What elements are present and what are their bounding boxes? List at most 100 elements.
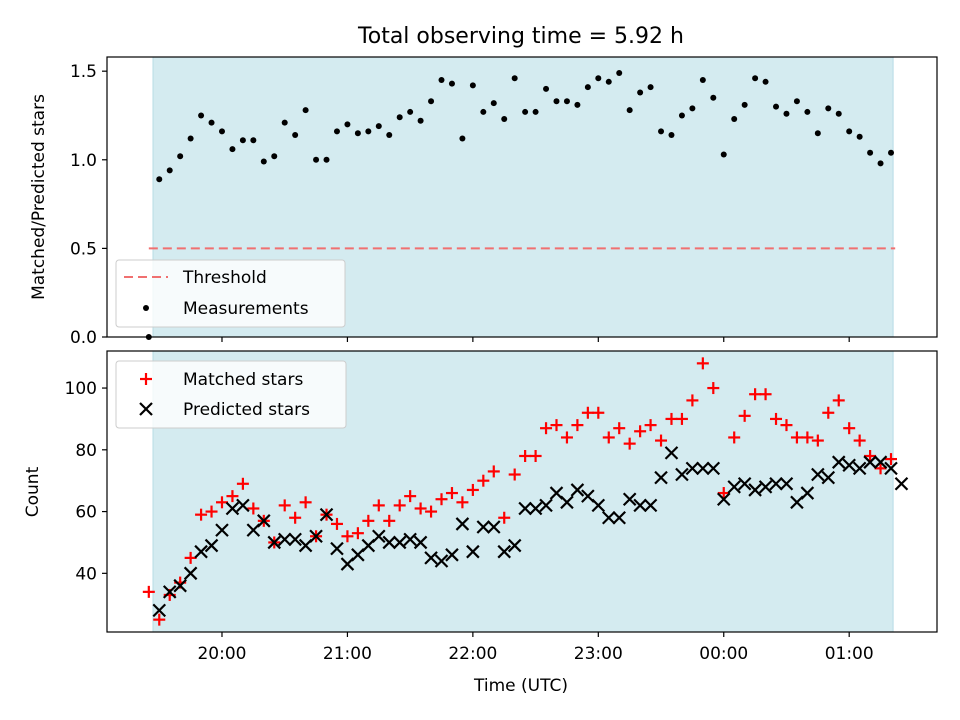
legend-predicted-marker-b bbox=[139, 402, 153, 416]
predicted-star-point-b bbox=[894, 477, 909, 491]
predicted-star-point-b bbox=[831, 455, 846, 469]
predicted-star-point-b bbox=[445, 548, 459, 562]
matched-star-point bbox=[289, 511, 302, 524]
predicted-star-point bbox=[277, 532, 292, 547]
predicted-star-point bbox=[654, 470, 668, 485]
predicted-star-point-b bbox=[591, 498, 606, 513]
top-legend-box bbox=[115, 259, 346, 328]
y-tick-label: 0.0 bbox=[70, 328, 97, 348]
measurement-point bbox=[438, 77, 445, 84]
matched-star-point bbox=[832, 394, 845, 407]
legend-matched-swatch bbox=[140, 373, 152, 385]
y-tick-label: 1.5 bbox=[70, 62, 97, 82]
predicted-star-point bbox=[194, 544, 208, 559]
matched-star-point bbox=[487, 465, 500, 478]
matched-star-point bbox=[717, 487, 730, 500]
predicted-star-point-b bbox=[769, 477, 783, 491]
matched-star-point bbox=[749, 388, 762, 401]
measurement-point bbox=[354, 130, 361, 137]
predicted-star-point bbox=[330, 541, 344, 556]
measurement-point bbox=[574, 101, 581, 108]
predicted-star-point-b bbox=[748, 483, 762, 497]
predicted-star-point bbox=[288, 532, 302, 547]
bottom-panel: 40 60 80 100 20:00 21:00 22:00 23:00 00:00 01:00… bbox=[23, 350, 938, 696]
predicted-star-point-b bbox=[424, 551, 438, 565]
matched-star-point bbox=[770, 412, 783, 425]
predicted-star-point-b bbox=[633, 498, 647, 513]
top-y-axis-label: Matched/Predicted stars bbox=[29, 94, 49, 300]
top-x-ticks bbox=[221, 337, 850, 342]
y-tick-label: 1.0 bbox=[70, 151, 97, 171]
matched-star-point bbox=[801, 431, 814, 444]
predicted-star-point bbox=[309, 529, 323, 544]
predicted-star-point-b bbox=[392, 535, 407, 550]
matched-star-point bbox=[477, 474, 490, 487]
matched-star-point bbox=[498, 511, 511, 524]
matched-star-point bbox=[351, 527, 364, 540]
predicted-star-point bbox=[737, 477, 752, 491]
matched-star-point bbox=[466, 483, 479, 496]
measurement-point bbox=[490, 100, 497, 107]
measurement-point bbox=[710, 94, 717, 101]
y-tick-label: 0.5 bbox=[70, 239, 97, 259]
measurement-point bbox=[532, 108, 539, 115]
x-tick-label: 22:00 bbox=[448, 644, 497, 664]
measurement-point bbox=[804, 108, 811, 115]
measurement-point bbox=[501, 116, 508, 123]
predicted-star-point-b bbox=[884, 461, 898, 476]
predicted-star-point-b bbox=[842, 458, 856, 473]
matched-star-point bbox=[665, 412, 678, 425]
predicted-star-point bbox=[434, 554, 449, 568]
matched-star-point bbox=[853, 434, 866, 447]
predicted-star-point bbox=[758, 480, 773, 494]
matched-star-point bbox=[613, 422, 626, 435]
predicted-star-point-b bbox=[204, 538, 219, 553]
measurement-point bbox=[752, 75, 759, 82]
predicted-star-point bbox=[236, 498, 250, 513]
predicted-star-point-b bbox=[434, 554, 449, 568]
matched-star-point bbox=[686, 394, 699, 407]
predicted-star-point bbox=[685, 461, 700, 476]
predicted-star-point-b bbox=[560, 495, 574, 510]
predicted-star-point-b bbox=[455, 517, 470, 531]
predicted-star-point-b bbox=[288, 532, 302, 547]
measurement-point bbox=[407, 108, 414, 115]
predicted-star-point-b bbox=[497, 544, 512, 559]
predicted-star-point bbox=[518, 501, 532, 516]
measurement-point bbox=[553, 98, 560, 105]
predicted-star-point-b bbox=[581, 489, 595, 503]
predicted-star-point-b bbox=[309, 529, 323, 544]
matched-star-point bbox=[226, 490, 239, 503]
measurement-point bbox=[417, 117, 424, 124]
matched-star-point bbox=[864, 449, 877, 462]
predicted-star-point-b bbox=[643, 498, 658, 513]
matched-star-point bbox=[414, 502, 427, 515]
matched-star-point bbox=[843, 422, 856, 435]
y-tick-label: 60 bbox=[75, 503, 97, 523]
predicted-star-point bbox=[392, 535, 407, 550]
predicted-star-point-b bbox=[706, 461, 721, 476]
predicted-star-point-b bbox=[403, 532, 417, 547]
measurement-point bbox=[480, 108, 487, 115]
predicted-star-point bbox=[486, 520, 501, 534]
predicted-star-point-b bbox=[528, 501, 543, 516]
x-tick-label: 01:00 bbox=[825, 644, 874, 664]
bottom-axes-frame bbox=[106, 350, 938, 633]
measurement-point bbox=[313, 156, 320, 163]
predicted-star-point bbox=[727, 480, 741, 494]
bottom-legend: Matched stars Predicted stars bbox=[115, 360, 347, 429]
matched-star-point bbox=[811, 434, 824, 447]
matched-star-point bbox=[623, 437, 636, 450]
y-tick-label: 80 bbox=[75, 441, 97, 461]
matched-star-point bbox=[634, 425, 647, 438]
matched-star-point bbox=[707, 382, 720, 395]
top-y-ticks: 0.0 0.5 1.0 1.5 bbox=[70, 62, 107, 348]
measurement-point bbox=[793, 98, 800, 105]
measurement-point bbox=[647, 84, 654, 91]
measurement-point bbox=[375, 123, 382, 130]
predicted-star-point bbox=[821, 470, 836, 485]
predicted-star-point-b bbox=[518, 501, 532, 516]
measurement-point bbox=[689, 105, 696, 112]
predicted-star-point bbox=[372, 529, 386, 544]
predicted-star-point bbox=[643, 498, 658, 513]
